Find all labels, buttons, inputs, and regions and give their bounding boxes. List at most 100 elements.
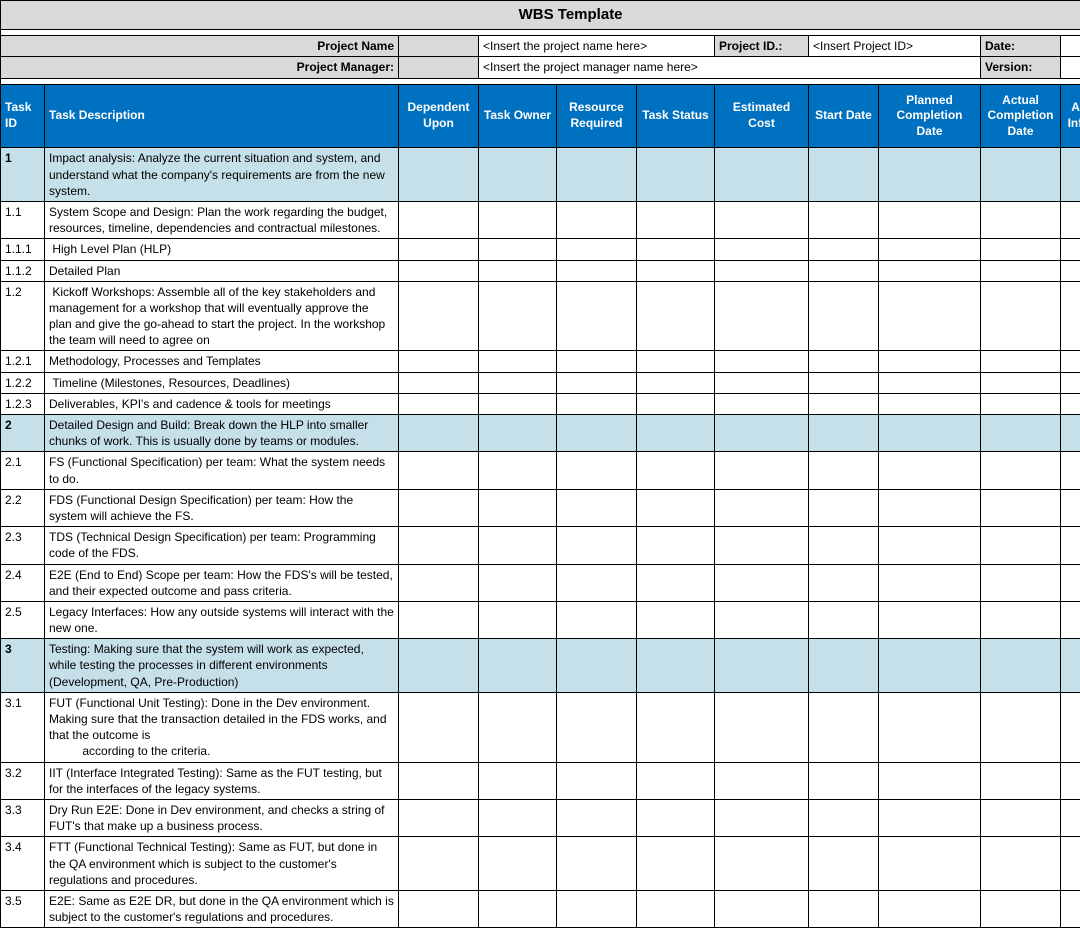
start-date-cell[interactable] [809, 799, 879, 836]
actual-completion-date-cell[interactable] [981, 601, 1061, 638]
task-id-cell[interactable]: 2.2 [1, 489, 45, 526]
planned-completion-date-cell[interactable] [879, 201, 981, 238]
start-date-cell[interactable] [809, 692, 879, 762]
start-date-cell[interactable] [809, 639, 879, 693]
start-date-cell[interactable] [809, 351, 879, 372]
estimated-cost-cell[interactable] [715, 692, 809, 762]
task-status-cell[interactable] [637, 799, 715, 836]
additional-information-cell[interactable] [1061, 527, 1080, 564]
task-owner-cell[interactable] [479, 837, 557, 891]
resource-required-cell[interactable] [557, 799, 637, 836]
actual-completion-date-cell[interactable] [981, 393, 1061, 414]
dependent-upon-cell[interactable] [399, 201, 479, 238]
dependent-upon-cell[interactable] [399, 692, 479, 762]
resource-required-cell[interactable] [557, 260, 637, 281]
planned-completion-date-cell[interactable] [879, 692, 981, 762]
task-id-cell[interactable]: 1.2 [1, 281, 45, 351]
actual-completion-date-cell[interactable] [981, 239, 1061, 260]
actual-completion-date-cell[interactable] [981, 201, 1061, 238]
project-name-value[interactable]: <Insert the project name here> [479, 36, 715, 57]
planned-completion-date-cell[interactable] [879, 452, 981, 489]
task-owner-cell[interactable] [479, 762, 557, 799]
planned-completion-date-cell[interactable] [879, 799, 981, 836]
task-owner-cell[interactable] [479, 799, 557, 836]
actual-completion-date-cell[interactable] [981, 837, 1061, 891]
resource-required-cell[interactable] [557, 281, 637, 351]
task-id-cell[interactable]: 1 [1, 148, 45, 202]
task-id-cell[interactable]: 3.3 [1, 799, 45, 836]
planned-completion-date-cell[interactable] [879, 372, 981, 393]
actual-completion-date-cell[interactable] [981, 527, 1061, 564]
task-owner-cell[interactable] [479, 372, 557, 393]
actual-completion-date-cell[interactable] [981, 639, 1061, 693]
task-status-cell[interactable] [637, 692, 715, 762]
planned-completion-date-cell[interactable] [879, 489, 981, 526]
planned-completion-date-cell[interactable] [879, 564, 981, 601]
task-id-cell[interactable]: 2 [1, 415, 45, 452]
start-date-cell[interactable] [809, 393, 879, 414]
planned-completion-date-cell[interactable] [879, 601, 981, 638]
resource-required-cell[interactable] [557, 527, 637, 564]
start-date-cell[interactable] [809, 260, 879, 281]
task-id-cell[interactable]: 1.2.2 [1, 372, 45, 393]
actual-completion-date-cell[interactable] [981, 762, 1061, 799]
additional-information-cell[interactable] [1061, 393, 1080, 414]
task-status-cell[interactable] [637, 639, 715, 693]
task-status-cell[interactable] [637, 762, 715, 799]
actual-completion-date-cell[interactable] [981, 452, 1061, 489]
task-description-cell[interactable]: E2E (End to End) Scope per team: How the… [45, 564, 399, 601]
resource-required-cell[interactable] [557, 393, 637, 414]
additional-information-cell[interactable] [1061, 762, 1080, 799]
estimated-cost-cell[interactable] [715, 527, 809, 564]
task-id-cell[interactable]: 3.4 [1, 837, 45, 891]
task-id-cell[interactable]: 3.2 [1, 762, 45, 799]
task-owner-cell[interactable] [479, 564, 557, 601]
task-status-cell[interactable] [637, 415, 715, 452]
task-description-cell[interactable]: E2E: Same as E2E DR, but done in the QA … [45, 890, 399, 927]
estimated-cost-cell[interactable] [715, 393, 809, 414]
start-date-cell[interactable] [809, 837, 879, 891]
task-description-cell[interactable]: FTT (Functional Technical Testing): Same… [45, 837, 399, 891]
version-value[interactable] [1061, 57, 1080, 78]
task-description-cell[interactable]: Kickoff Workshops: Assemble all of the k… [45, 281, 399, 351]
planned-completion-date-cell[interactable] [879, 281, 981, 351]
additional-information-cell[interactable] [1061, 148, 1080, 202]
task-description-cell[interactable]: System Scope and Design: Plan the work r… [45, 201, 399, 238]
dependent-upon-cell[interactable] [399, 639, 479, 693]
task-status-cell[interactable] [637, 393, 715, 414]
task-description-cell[interactable]: Detailed Design and Build: Break down th… [45, 415, 399, 452]
actual-completion-date-cell[interactable] [981, 890, 1061, 927]
task-description-cell[interactable]: Detailed Plan [45, 260, 399, 281]
additional-information-cell[interactable] [1061, 692, 1080, 762]
start-date-cell[interactable] [809, 148, 879, 202]
task-id-cell[interactable]: 3.1 [1, 692, 45, 762]
actual-completion-date-cell[interactable] [981, 281, 1061, 351]
estimated-cost-cell[interactable] [715, 639, 809, 693]
task-id-cell[interactable]: 1.2.3 [1, 393, 45, 414]
task-description-cell[interactable]: IIT (Interface Integrated Testing): Same… [45, 762, 399, 799]
task-owner-cell[interactable] [479, 692, 557, 762]
dependent-upon-cell[interactable] [399, 148, 479, 202]
resource-required-cell[interactable] [557, 148, 637, 202]
dependent-upon-cell[interactable] [399, 393, 479, 414]
task-owner-cell[interactable] [479, 890, 557, 927]
start-date-cell[interactable] [809, 452, 879, 489]
task-id-cell[interactable]: 3.5 [1, 890, 45, 927]
task-description-cell[interactable]: FUT (Functional Unit Testing): Done in t… [45, 692, 399, 762]
task-description-cell[interactable]: Testing: Making sure that the system wil… [45, 639, 399, 693]
estimated-cost-cell[interactable] [715, 762, 809, 799]
start-date-cell[interactable] [809, 601, 879, 638]
resource-required-cell[interactable] [557, 564, 637, 601]
estimated-cost-cell[interactable] [715, 415, 809, 452]
resource-required-cell[interactable] [557, 489, 637, 526]
planned-completion-date-cell[interactable] [879, 762, 981, 799]
task-id-cell[interactable]: 2.4 [1, 564, 45, 601]
additional-information-cell[interactable] [1061, 799, 1080, 836]
dependent-upon-cell[interactable] [399, 564, 479, 601]
task-description-cell[interactable]: Timeline (Milestones, Resources, Deadlin… [45, 372, 399, 393]
task-description-cell[interactable]: FS (Functional Specification) per team: … [45, 452, 399, 489]
additional-information-cell[interactable] [1061, 239, 1080, 260]
resource-required-cell[interactable] [557, 762, 637, 799]
estimated-cost-cell[interactable] [715, 890, 809, 927]
additional-information-cell[interactable] [1061, 452, 1080, 489]
